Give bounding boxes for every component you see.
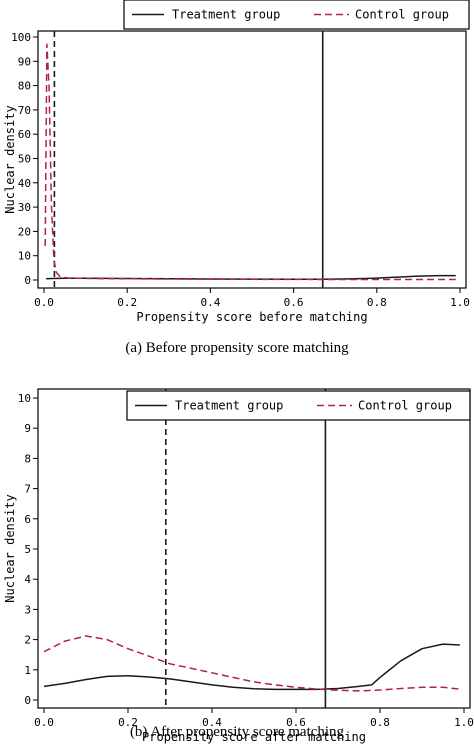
x-tick-label: 1.0 (450, 296, 470, 309)
x-tick-label: 1.0 (454, 716, 474, 729)
y-tick-label: 0 (24, 694, 31, 707)
x-tick-label: 0.6 (286, 716, 306, 729)
y-tick-label: 1 (24, 664, 31, 677)
y-tick-label: 10 (18, 392, 31, 405)
y-tick-label: 2 (24, 634, 31, 647)
y-tick-label: 4 (24, 573, 31, 586)
control-group-line (44, 43, 456, 281)
y-tick-label: 8 (24, 452, 31, 465)
y-tick-label: 9 (24, 422, 31, 435)
y-tick-label: 100 (11, 31, 31, 44)
y-tick-label: 40 (18, 177, 31, 190)
x-tick-label: 0.0 (34, 296, 54, 309)
y-axis-label: Nuclear density (3, 494, 17, 602)
chart-panel-a: 0 10 20 30 40 50 60 70 80 90 100 0.0 0.2 0.4 0.6 0.8 1.0… (3, 0, 470, 356)
y-tick-label: 60 (18, 128, 31, 141)
x-axis-label: Propensity score after matching (142, 730, 366, 744)
chart-panel-b: 0 1 2 3 4 5 6 7 8 9 10 0.0 0.2 0.4 0.6 0.8 1.0 Propensity… (3, 388, 474, 744)
x-tick-label: 0.2 (118, 716, 138, 729)
plot-frame (37, 30, 467, 289)
x-tick-label: 0.4 (202, 716, 222, 729)
y-tick-label: 30 (18, 201, 31, 214)
x-axis-label: Propensity score before matching (136, 310, 367, 324)
y-tick-label: 3 (24, 603, 31, 616)
legend-control-label: Control group (355, 8, 449, 22)
x-tick-label: 0.0 (34, 716, 54, 729)
y-axis-label: Nuclear density (3, 105, 17, 213)
y-tick-label: 80 (18, 80, 31, 93)
x-tick-label: 0.8 (367, 296, 387, 309)
y-tick-label: 5 (24, 543, 31, 556)
legend-control-label: Control group (358, 399, 452, 413)
y-tick-label: 20 (18, 225, 31, 238)
treatment-group-line (43, 643, 460, 691)
y-tick-label: 0 (24, 274, 31, 287)
x-tick-label: 0.6 (284, 296, 304, 309)
y-tick-label: 6 (24, 513, 31, 526)
x-tick-label: 0.8 (370, 716, 390, 729)
legend-box (126, 390, 471, 421)
legend-treatment-label: Treatment group (172, 8, 280, 22)
x-tick-label: 0.4 (200, 296, 220, 309)
panel-caption: (a) Before propensity score matching (125, 340, 349, 356)
y-tick-label: 90 (18, 55, 31, 68)
legend-treatment-label: Treatment group (175, 399, 283, 413)
y-tick-label: 10 (18, 250, 31, 263)
y-tick-label: 7 (24, 483, 31, 496)
panel-caption: (b) After propensity score matching (130, 724, 345, 740)
legend-box (123, 0, 470, 30)
plot-frame (37, 388, 471, 709)
y-tick-label: 50 (18, 153, 31, 166)
y-tick-label: 70 (18, 104, 31, 117)
x-tick-label: 0.2 (117, 296, 137, 309)
treatment-group-line (46, 274, 456, 281)
